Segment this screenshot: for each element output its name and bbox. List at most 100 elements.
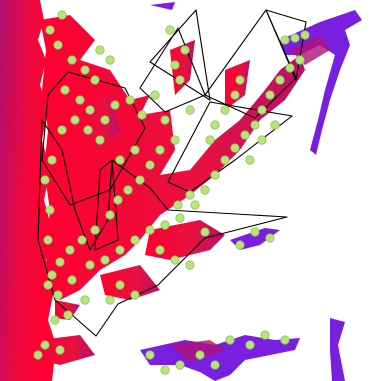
site-marker (161, 116, 169, 124)
site-marker (161, 366, 169, 374)
site-marker (258, 136, 266, 144)
site-marker (76, 96, 84, 104)
site-marker (171, 61, 179, 69)
site-marker (151, 91, 159, 99)
site-marker (231, 144, 239, 152)
site-marker (301, 31, 309, 39)
site-marker (68, 276, 76, 284)
site-marker (258, 106, 266, 114)
site-marker (201, 228, 209, 236)
site-marker (101, 256, 109, 264)
site-marker (196, 351, 204, 359)
site-marker (211, 121, 219, 129)
site-marker (286, 64, 294, 72)
site-marker (58, 126, 66, 134)
site-marker (291, 34, 299, 42)
site-marker (106, 296, 114, 304)
site-marker (211, 361, 219, 369)
site-marker (116, 246, 124, 254)
site-marker (171, 136, 179, 144)
site-marker (68, 56, 76, 64)
site-marker (296, 56, 304, 64)
site-marker (96, 46, 104, 54)
site-marker (246, 341, 254, 349)
site-marker (41, 341, 49, 349)
fjord-map (0, 0, 374, 381)
site-marker (231, 91, 239, 99)
site-marker (91, 226, 99, 234)
site-marker (171, 256, 179, 264)
site-marker (86, 106, 94, 114)
site-marker (44, 281, 52, 289)
site-marker (201, 186, 209, 194)
site-marker (176, 76, 184, 84)
site-marker (146, 226, 154, 234)
site-marker (161, 221, 169, 229)
site-marker (56, 346, 64, 354)
site-marker (44, 236, 52, 244)
site-marker (114, 196, 122, 204)
site-marker (41, 176, 49, 184)
site-marker (156, 146, 164, 154)
site-marker (101, 116, 109, 124)
site-marker (281, 336, 289, 344)
site-marker (138, 111, 146, 119)
site-marker (78, 236, 86, 244)
site-marker (48, 271, 56, 279)
site-marker (276, 76, 284, 84)
site-marker (146, 351, 154, 359)
site-marker (176, 361, 184, 369)
site-marker (206, 136, 214, 144)
site-marker (126, 96, 134, 104)
site-marker (84, 126, 92, 134)
site-marker (281, 36, 289, 44)
site-marker (106, 56, 114, 64)
site-marker (251, 228, 259, 236)
site-marker (106, 211, 114, 219)
site-marker (174, 201, 182, 209)
site-marker (156, 246, 164, 254)
site-marker (64, 311, 72, 319)
site-marker (266, 91, 274, 99)
site-marker (136, 176, 144, 184)
site-marker (131, 146, 139, 154)
site-marker (86, 261, 94, 269)
site-marker (54, 291, 62, 299)
site-marker (186, 261, 194, 269)
site-marker (58, 11, 66, 19)
site-marker (251, 121, 259, 129)
site-marker (61, 86, 69, 94)
site-marker (236, 76, 244, 84)
site-marker (166, 26, 174, 34)
site-marker (66, 246, 74, 254)
site-marker (96, 136, 104, 144)
site-marker (186, 106, 194, 114)
site-marker (91, 76, 99, 84)
site-marker (236, 241, 244, 249)
site-marker (241, 131, 249, 139)
site-marker (131, 291, 139, 299)
site-marker (266, 234, 274, 242)
site-marker (226, 336, 234, 344)
site-marker (34, 351, 42, 359)
site-marker (211, 171, 219, 179)
site-marker (221, 156, 229, 164)
site-marker (176, 214, 184, 222)
site-marker (54, 41, 62, 49)
site-marker (116, 281, 124, 289)
site-marker (271, 121, 279, 129)
site-marker (116, 156, 124, 164)
site-marker (186, 191, 194, 199)
site-marker (191, 201, 199, 209)
site-marker (81, 66, 89, 74)
site-marker (46, 206, 54, 214)
site-marker (48, 156, 56, 164)
site-marker (124, 186, 132, 194)
site-marker (246, 156, 254, 164)
site-marker (131, 236, 139, 244)
site-marker (71, 116, 79, 124)
site-marker (56, 258, 64, 266)
site-marker (51, 316, 59, 324)
site-marker (181, 46, 189, 54)
site-marker (46, 26, 54, 34)
